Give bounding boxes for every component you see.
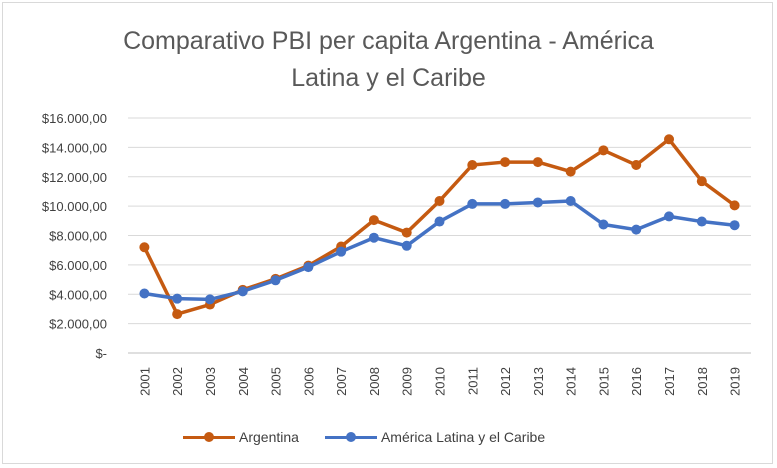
x-tick-label: 2018 bbox=[695, 367, 710, 396]
legend-swatch-argentina bbox=[183, 431, 235, 443]
data-point-america-latina bbox=[270, 275, 281, 286]
x-tick-label: 2011 bbox=[465, 367, 480, 395]
data-point-argentina bbox=[532, 157, 543, 168]
y-tick-label: $10.000,00 bbox=[42, 199, 107, 214]
data-point-america-latina bbox=[434, 216, 445, 227]
x-tick-label: 2017 bbox=[662, 367, 677, 396]
chart-title: Comparativo PBI per capita Argentina - A… bbox=[3, 23, 774, 97]
y-axis-tick-labels: $- $2.000,00 $4.000,00 $6.000,00 $8.000,00 $1… bbox=[42, 111, 107, 361]
data-point-america-latina bbox=[696, 216, 707, 227]
y-tick-label: $6.000,00 bbox=[49, 258, 107, 273]
legend: Argentina América Latina y el Caribe bbox=[183, 425, 545, 449]
x-tick-label: 2008 bbox=[367, 367, 382, 396]
line-chart: $- $2.000,00 $4.000,00 $6.000,00 $8.000,00 $1… bbox=[42, 111, 751, 396]
series-argentina bbox=[139, 134, 740, 320]
data-point-argentina bbox=[598, 145, 609, 156]
x-tick-label: 2009 bbox=[400, 367, 415, 396]
data-point-america-latina bbox=[467, 198, 478, 209]
data-point-america-latina bbox=[303, 262, 314, 273]
data-point-argentina bbox=[172, 309, 183, 320]
legend-label-argentina: Argentina bbox=[239, 429, 299, 445]
data-point-america-latina bbox=[565, 195, 576, 206]
x-tick-label: 2010 bbox=[433, 367, 448, 396]
x-tick-label: 2001 bbox=[137, 367, 152, 396]
x-tick-label: 2004 bbox=[236, 367, 251, 396]
y-tick-label: $14.000,00 bbox=[42, 140, 107, 155]
y-tick-label: $4.000,00 bbox=[49, 287, 107, 302]
x-tick-label: 2014 bbox=[564, 367, 579, 396]
x-tick-label: 2003 bbox=[203, 367, 218, 396]
data-point-argentina bbox=[500, 157, 511, 168]
gridlines bbox=[128, 117, 751, 354]
data-point-america-latina bbox=[729, 220, 740, 231]
data-point-argentina bbox=[696, 176, 707, 187]
data-point-america-latina bbox=[631, 224, 642, 235]
data-point-america-latina bbox=[664, 211, 675, 222]
data-point-argentina bbox=[434, 195, 445, 206]
data-point-america-latina bbox=[598, 219, 609, 230]
data-point-america-latina bbox=[401, 240, 412, 251]
x-axis-tick-labels: 2001 2002 2003 2004 2005 2006 2007 2008 2009 2010… bbox=[137, 367, 742, 396]
data-point-america-latina bbox=[500, 198, 511, 209]
legend-swatch-america-latina bbox=[324, 431, 377, 443]
y-tick-label: $16.000,00 bbox=[42, 111, 107, 126]
series-lines bbox=[139, 134, 740, 320]
data-point-argentina bbox=[664, 134, 675, 145]
x-tick-label: 2016 bbox=[629, 367, 644, 396]
data-point-argentina bbox=[565, 166, 576, 177]
legend-label-america-latina: América Latina y el Caribe bbox=[380, 429, 546, 445]
chart-title-line-1: Comparativo PBI per capita Argentina - A… bbox=[123, 27, 654, 55]
x-tick-label: 2007 bbox=[334, 367, 349, 396]
x-tick-label: 2006 bbox=[301, 367, 316, 396]
x-tick-label: 2019 bbox=[728, 367, 743, 396]
legend-item-america-latina: América Latina y el Caribe bbox=[324, 429, 546, 445]
data-point-argentina bbox=[139, 242, 150, 253]
chart-frame: Comparativo PBI per capita Argentina - A… bbox=[2, 2, 773, 464]
data-point-argentina bbox=[467, 160, 478, 170]
data-point-argentina bbox=[368, 215, 379, 226]
series-america-latina bbox=[139, 195, 740, 305]
data-point-america-latina bbox=[336, 246, 347, 257]
data-point-argentina bbox=[401, 227, 412, 238]
x-tick-label: 2013 bbox=[531, 367, 546, 396]
data-point-america-latina bbox=[237, 286, 248, 297]
data-point-america-latina bbox=[532, 197, 543, 208]
x-tick-label: 2005 bbox=[269, 367, 284, 396]
data-point-america-latina bbox=[368, 232, 379, 243]
data-point-argentina bbox=[729, 200, 740, 211]
series-line-america-latina bbox=[142, 199, 737, 302]
y-tick-label: $2.000,00 bbox=[49, 317, 107, 332]
legend-item-argentina: Argentina bbox=[183, 429, 299, 445]
data-point-america-latina bbox=[172, 293, 183, 304]
x-tick-label: 2002 bbox=[170, 367, 185, 396]
chart-title-line-2: Latina y el Caribe bbox=[291, 64, 486, 92]
y-tick-label: $12.000,00 bbox=[42, 170, 107, 185]
data-point-argentina bbox=[631, 160, 642, 170]
y-tick-label: $- bbox=[95, 346, 107, 361]
y-tick-label: $8.000,00 bbox=[49, 229, 107, 244]
data-point-america-latina bbox=[139, 288, 150, 299]
data-point-america-latina bbox=[204, 294, 215, 305]
x-tick-label: 2015 bbox=[596, 367, 611, 396]
x-tick-label: 2012 bbox=[498, 367, 513, 396]
